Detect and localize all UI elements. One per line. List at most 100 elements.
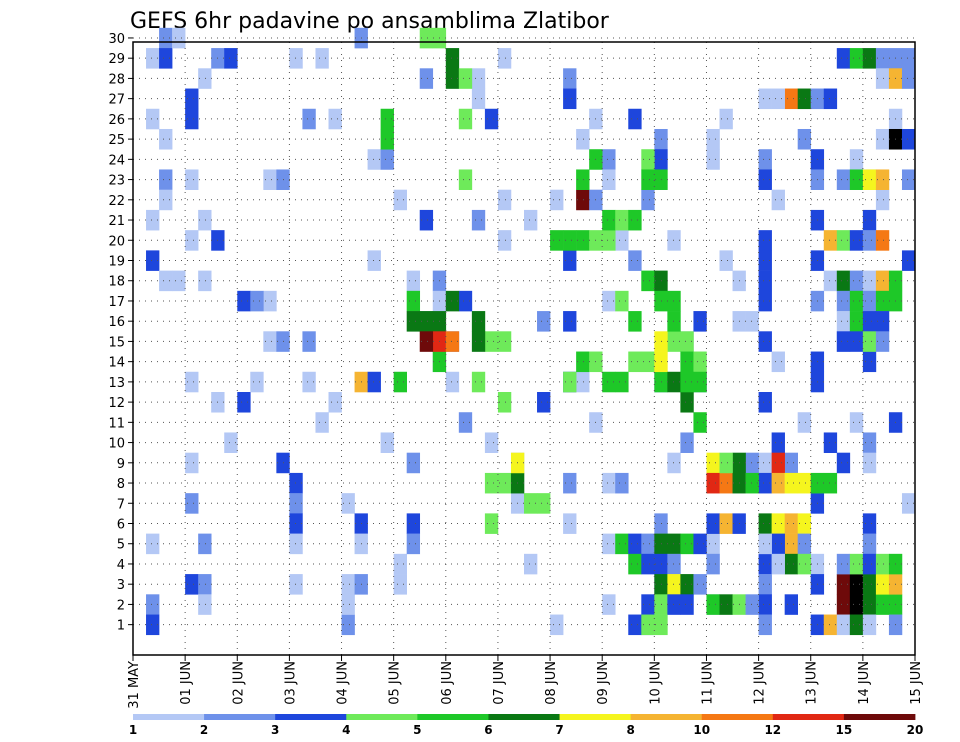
heatmap-cell (641, 270, 655, 292)
heatmap-cell (901, 493, 916, 514)
heatmap-cell (849, 614, 864, 636)
heatmap-cell (576, 230, 590, 251)
heatmap-cell (758, 574, 772, 595)
heatmap-cell (445, 331, 460, 352)
y-tick-label: 30 (108, 32, 125, 47)
heatmap-cell (576, 371, 590, 393)
x-tick-label: 01 JUN (179, 661, 194, 705)
heatmap-cell (185, 88, 199, 110)
x-tick-label: 04 JUN (336, 661, 351, 705)
heatmap-cell (771, 553, 785, 575)
heatmap-cell (302, 331, 316, 352)
heatmap-cell (862, 209, 877, 231)
heatmap-cell (862, 290, 877, 312)
x-tick-label: 07 JUN (492, 661, 507, 705)
heatmap-cell (862, 331, 877, 352)
heatmap-cell (237, 392, 251, 413)
heatmap-cell (393, 553, 407, 575)
x-tick-label: 10 JUN (648, 661, 663, 705)
heatmap-cell (758, 270, 772, 292)
heatmap-cell (849, 230, 864, 251)
heatmap-cell (719, 250, 733, 271)
heatmap-cell (849, 169, 864, 190)
y-tick-label: 10 (108, 437, 125, 452)
x-tick-label: 02 JUN (231, 661, 246, 705)
heatmap-cell (237, 290, 251, 312)
heatmap-cell (654, 553, 668, 575)
heatmap-cell (784, 452, 798, 474)
heatmap-cell (875, 189, 890, 211)
y-tick-label: 25 (108, 133, 125, 148)
heatmap-cell (862, 614, 877, 636)
heatmap-cell (875, 331, 890, 352)
heatmap-cell (862, 432, 877, 453)
heatmap-cell (458, 412, 473, 433)
heatmap-cell (719, 513, 733, 534)
heatmap-cell (497, 189, 512, 211)
heatmap-cell (628, 533, 642, 555)
heatmap-cell (550, 230, 564, 251)
heatmap-cell (641, 614, 655, 636)
heatmap-cell (758, 230, 772, 251)
heatmap-cell (602, 230, 616, 251)
heatmap-cell (406, 270, 421, 292)
heatmap-cell (654, 371, 668, 393)
y-tick-label: 14 (108, 356, 125, 371)
x-tick-label: 11 JUN (700, 661, 715, 705)
heatmap-cell (693, 311, 707, 332)
heatmap-cell (797, 412, 812, 433)
heatmap-cell (497, 331, 512, 352)
heatmap-cell (602, 533, 616, 555)
legend-label: 5 (413, 723, 421, 737)
heatmap-cell (771, 189, 785, 211)
heatmap-cell (667, 452, 681, 474)
heatmap-cell (901, 128, 916, 150)
heatmap-cell (667, 553, 681, 575)
heatmap-cell (172, 270, 186, 292)
heatmap-cell (667, 371, 681, 393)
heatmap-cell (836, 452, 851, 474)
heatmap-cell (406, 533, 421, 555)
heatmap-cell (758, 472, 772, 494)
heatmap-cell (654, 149, 668, 170)
heatmap-cell (719, 108, 733, 130)
heatmap-cell (667, 230, 681, 251)
heatmap-cell (615, 533, 629, 555)
y-tick-label: 5 (117, 538, 125, 553)
heatmap-cell (784, 513, 798, 534)
y-tick-label: 18 (108, 275, 125, 290)
heatmap-cell (849, 594, 864, 615)
heatmap-cell (380, 149, 394, 170)
heatmap-cell (341, 614, 355, 636)
heatmap-cell (289, 574, 303, 595)
heatmap-cell (784, 553, 798, 575)
heatmap-cell (836, 230, 851, 251)
y-tick-label: 7 (117, 497, 125, 512)
heatmap-cell (289, 533, 303, 555)
heatmap-cell (706, 472, 720, 494)
heatmap-cell (289, 493, 303, 514)
heatmap-cell (784, 533, 798, 555)
heatmap-cell (784, 594, 798, 615)
legend-swatch (275, 714, 347, 720)
heatmap-cell (849, 311, 864, 332)
heatmap-cell (367, 149, 381, 170)
heatmap-cell (628, 614, 642, 636)
legend-label: 1 (129, 723, 137, 737)
y-tick-label: 21 (108, 214, 125, 229)
heatmap-cell (146, 614, 160, 636)
heatmap-cell (393, 189, 407, 211)
heatmap-cell (563, 472, 577, 494)
heatmap-cell (836, 594, 851, 615)
heatmap-cell (901, 169, 916, 190)
heatmap-cell (419, 331, 434, 352)
heatmap-cell (185, 371, 199, 393)
heatmap-cell (393, 371, 407, 393)
heatmap-cell (836, 553, 851, 575)
heatmap-cell (380, 128, 394, 150)
heatmap-cell (862, 270, 877, 292)
heatmap-cell (875, 128, 890, 150)
heatmap-cell (680, 533, 694, 555)
heatmap-cell (198, 270, 212, 292)
